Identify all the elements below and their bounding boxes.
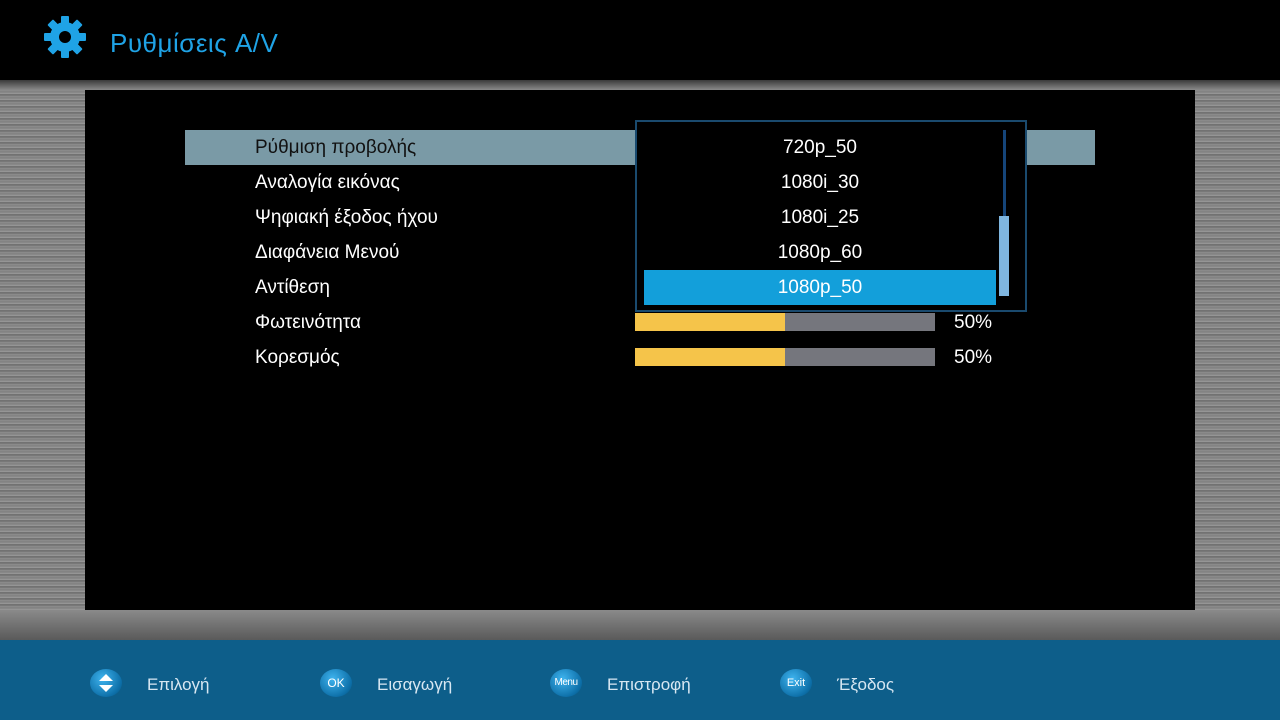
dropdown-option-active[interactable]: 1080p_50 (644, 270, 996, 305)
setting-digital-audio-output[interactable]: Ψηφιακή έξοδος ήχου (185, 200, 1095, 235)
setting-label: Αντίθεση (255, 277, 330, 298)
setting-aspect-ratio[interactable]: Αναλογία εικόνας (185, 165, 1095, 200)
setting-contrast[interactable]: Αντίθεση (185, 270, 1095, 305)
up-down-arrows-icon (90, 669, 122, 697)
saturation-value: 50% (954, 347, 993, 368)
setting-label: Φωτεινότητα (255, 312, 362, 333)
footer: Επιλογή OK Εισαγωγή Menu Επιστροφή Exit … (0, 640, 1280, 720)
scrollbar-track[interactable] (1003, 130, 1006, 296)
hint-label: Εισαγωγή (377, 675, 453, 694)
setting-label: Ψηφιακή έξοδος ήχου (255, 207, 438, 228)
header: Ρυθμίσεις A/V (0, 0, 1280, 80)
dropdown-option[interactable]: 720p_50 (783, 137, 857, 158)
hint-label: Έξοδος (837, 675, 895, 694)
saturation-slider-fill (635, 348, 785, 366)
setting-menu-transparency[interactable]: Διαφάνεια Μενού (185, 235, 1095, 270)
brightness-slider[interactable] (635, 313, 935, 331)
setting-label: Ρύθμιση προβολής (255, 137, 417, 158)
hint-label: Επιστροφή (607, 675, 691, 694)
settings-panel: Ρύθμιση προβολής Αναλογία εικόνας Ψηφιακ… (85, 90, 1195, 610)
resolution-dropdown[interactable]: 720p_50 1080i_30 1080i_25 1080p_60 1080p… (635, 120, 1027, 312)
gear-icon (44, 16, 86, 58)
dropdown-option[interactable]: 1080p_60 (777, 242, 863, 263)
header-divider (0, 80, 1280, 90)
page-title: Ρυθμίσεις A/V (110, 28, 279, 58)
setting-brightness[interactable]: Φωτεινότητα 50% (185, 305, 1095, 340)
dropdown-option[interactable]: 1080i_25 (780, 207, 860, 228)
menu-button-icon: Menu (550, 669, 582, 697)
exit-button-icon: Exit (780, 669, 812, 697)
scrollbar-thumb[interactable] (999, 216, 1009, 296)
dropdown-option[interactable]: 1080i_30 (780, 172, 860, 193)
setting-label: Κορεσμός (255, 347, 340, 368)
hint-label: Επιλογή (147, 675, 210, 694)
ok-button-icon: OK (320, 669, 352, 697)
footer-divider (0, 610, 1280, 640)
brightness-slider-fill (635, 313, 785, 331)
setting-label: Αναλογία εικόνας (255, 172, 400, 193)
setting-label: Διαφάνεια Μενού (255, 242, 400, 263)
saturation-slider[interactable] (635, 348, 935, 366)
setting-saturation[interactable]: Κορεσμός 50% (185, 340, 1095, 375)
brightness-value: 50% (954, 312, 993, 333)
